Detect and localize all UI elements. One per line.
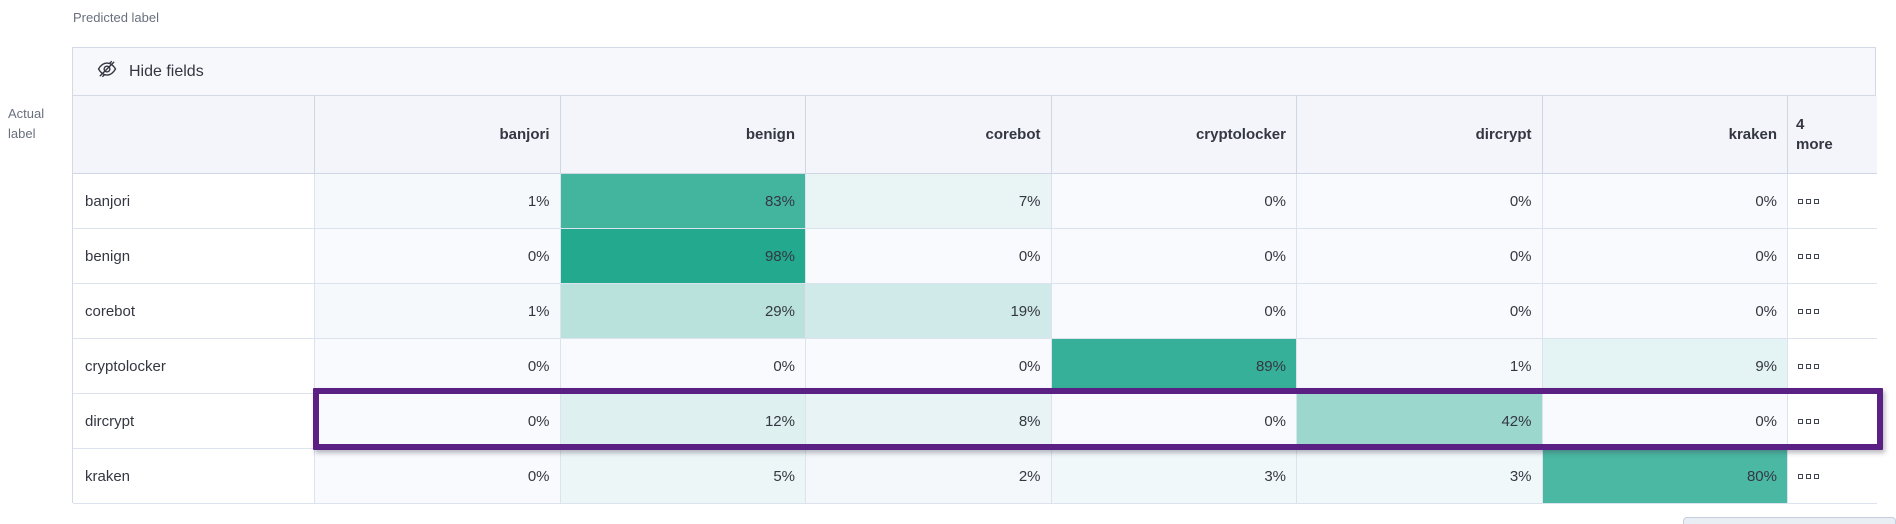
row-label-dircrypt[interactable]: dircrypt: [73, 394, 315, 449]
cell-cryptolocker-corebot[interactable]: 0%: [806, 339, 1052, 394]
cell-benign-dircrypt[interactable]: 0%: [1297, 229, 1543, 284]
row-actions-button-cryptolocker[interactable]: [1788, 339, 1877, 394]
cell-dircrypt-cryptolocker[interactable]: 0%: [1051, 394, 1297, 449]
row-label-corebot[interactable]: corebot: [73, 284, 315, 339]
boxes-horizontal-icon: [1798, 363, 1819, 369]
cell-benign-banjori[interactable]: 0%: [315, 229, 561, 284]
boxes-horizontal-icon: [1798, 198, 1819, 204]
cell-benign-benign[interactable]: 98%: [560, 229, 806, 284]
row-label-cryptolocker[interactable]: cryptolocker: [73, 339, 315, 394]
row-actions-button-dircrypt[interactable]: [1788, 394, 1877, 449]
cell-corebot-dircrypt[interactable]: 0%: [1297, 284, 1543, 339]
row-label-kraken[interactable]: kraken: [73, 449, 315, 504]
row-label-banjori[interactable]: banjori: [73, 174, 315, 229]
cell-dircrypt-benign[interactable]: 12%: [560, 394, 806, 449]
cell-banjori-dircrypt[interactable]: 0%: [1297, 174, 1543, 229]
cell-corebot-cryptolocker[interactable]: 0%: [1051, 284, 1297, 339]
column-header-cryptolocker[interactable]: cryptolocker: [1051, 96, 1297, 174]
column-header-kraken[interactable]: kraken: [1542, 96, 1788, 174]
cell-banjori-kraken[interactable]: 0%: [1542, 174, 1788, 229]
cell-kraken-cryptolocker[interactable]: 3%: [1051, 449, 1297, 504]
cell-dircrypt-banjori[interactable]: 0%: [315, 394, 561, 449]
cell-benign-cryptolocker[interactable]: 0%: [1051, 229, 1297, 284]
cell-corebot-corebot[interactable]: 19%: [806, 284, 1052, 339]
row-actions-button-benign[interactable]: [1788, 229, 1877, 284]
column-header-benign[interactable]: benign: [560, 96, 806, 174]
boxes-horizontal-icon: [1798, 473, 1819, 479]
cell-corebot-kraken[interactable]: 0%: [1542, 284, 1788, 339]
boxes-horizontal-icon: [1798, 253, 1819, 259]
cell-benign-kraken[interactable]: 0%: [1542, 229, 1788, 284]
column-header-corebot[interactable]: corebot: [806, 96, 1052, 174]
boxes-horizontal-icon: [1798, 308, 1819, 314]
more-header-count: 4: [1796, 115, 1805, 133]
cell-kraken-corebot[interactable]: 2%: [806, 449, 1052, 504]
cell-cryptolocker-banjori[interactable]: 0%: [315, 339, 561, 394]
row-actions-button-banjori[interactable]: [1788, 174, 1877, 229]
row-label-benign[interactable]: benign: [73, 229, 315, 284]
hide-fields-label: Hide fields: [129, 62, 204, 80]
cell-corebot-benign[interactable]: 29%: [560, 284, 806, 339]
cell-cryptolocker-kraken[interactable]: 9%: [1542, 339, 1788, 394]
column-header-banjori[interactable]: banjori: [315, 96, 561, 174]
hide-fields-button[interactable]: Hide fields: [73, 48, 1875, 96]
actual-label: Actual label: [8, 104, 64, 144]
horizontal-scrollbar[interactable]: [1683, 517, 1896, 524]
cell-kraken-kraken[interactable]: 80%: [1542, 449, 1788, 504]
data-grid: Hide fields banjori benign corebot cryptolo…: [72, 47, 1877, 504]
confusion-matrix-table: banjori benign corebot cryptolocker dircrypt…: [73, 96, 1877, 504]
cell-kraken-banjori[interactable]: 0%: [315, 449, 561, 504]
actual-label-line2: label: [8, 126, 36, 141]
cell-cryptolocker-dircrypt[interactable]: 1%: [1297, 339, 1543, 394]
cell-kraken-benign[interactable]: 5%: [560, 449, 806, 504]
more-header-word: more: [1796, 135, 1833, 153]
cell-dircrypt-dircrypt[interactable]: 42%: [1297, 394, 1543, 449]
cell-benign-corebot[interactable]: 0%: [806, 229, 1052, 284]
boxes-horizontal-icon: [1798, 418, 1819, 424]
cell-dircrypt-corebot[interactable]: 8%: [806, 394, 1052, 449]
cell-corebot-banjori[interactable]: 1%: [315, 284, 561, 339]
row-actions-button-kraken[interactable]: [1788, 449, 1877, 504]
actual-label-line1: Actual: [8, 106, 45, 121]
cell-banjori-cryptolocker[interactable]: 0%: [1051, 174, 1297, 229]
cell-banjori-banjori[interactable]: 1%: [315, 174, 561, 229]
column-header-more[interactable]: 4 more: [1788, 96, 1877, 174]
row-actions-button-corebot[interactable]: [1788, 284, 1877, 339]
cell-kraken-dircrypt[interactable]: 3%: [1297, 449, 1543, 504]
cell-banjori-benign[interactable]: 83%: [560, 174, 806, 229]
cell-banjori-corebot[interactable]: 7%: [806, 174, 1052, 229]
predicted-label: Predicted label: [73, 10, 159, 25]
cell-cryptolocker-benign[interactable]: 0%: [560, 339, 806, 394]
eye-slash-icon: [97, 59, 117, 84]
column-header-dircrypt[interactable]: dircrypt: [1297, 96, 1543, 174]
cell-cryptolocker-cryptolocker[interactable]: 89%: [1051, 339, 1297, 394]
header-corner-cell: [73, 96, 315, 174]
cell-dircrypt-kraken[interactable]: 0%: [1542, 394, 1788, 449]
